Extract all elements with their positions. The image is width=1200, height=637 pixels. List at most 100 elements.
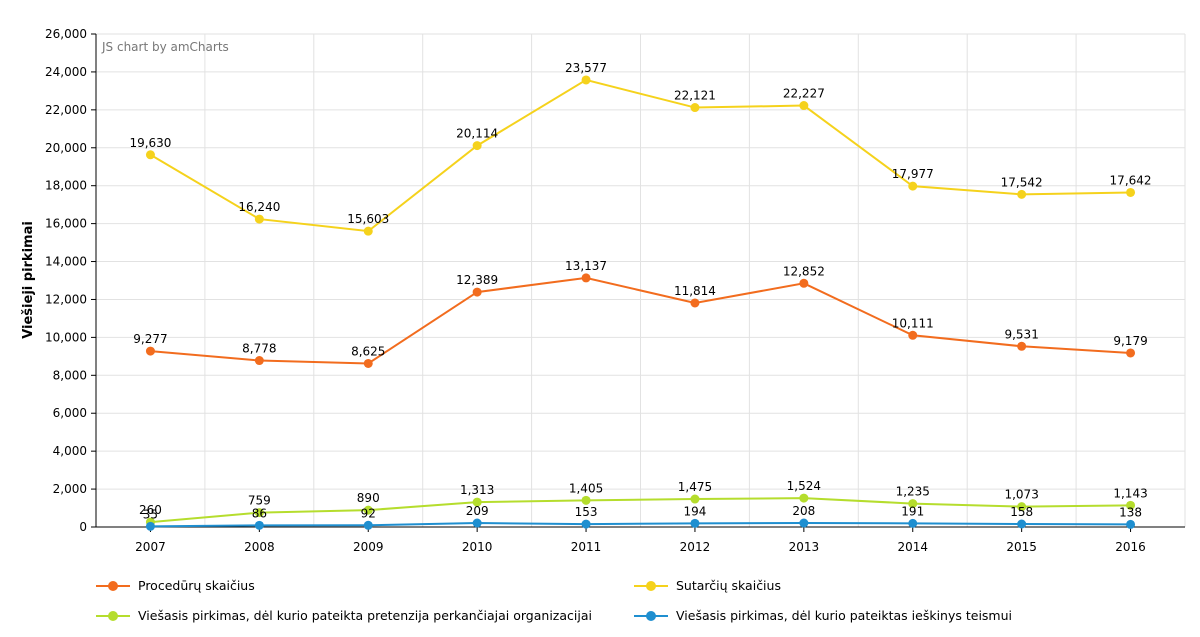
data-label: 158	[1010, 505, 1033, 519]
data-label: 890	[357, 491, 380, 505]
data-point[interactable]	[908, 330, 918, 340]
data-point[interactable]	[363, 505, 373, 515]
data-point[interactable]	[145, 521, 155, 531]
y-tick-label: 16,000	[45, 217, 87, 231]
legend-item-4[interactable]: Viešasis pirkimas, dėl kurio pateiktas i…	[634, 608, 1012, 623]
data-label: 35	[143, 507, 158, 521]
x-tick-label: 2014	[897, 540, 928, 554]
data-point[interactable]	[690, 298, 700, 308]
data-point[interactable]	[690, 103, 700, 113]
data-point[interactable]	[472, 497, 482, 507]
data-point[interactable]	[908, 518, 918, 528]
data-point[interactable]	[363, 520, 373, 530]
y-tick-label: 24,000	[45, 65, 87, 79]
x-tick-label: 2011	[571, 540, 602, 554]
y-axis-ticks: 0 2,000 4,000 6,000 8,000 10,000 12,000 14,000 1…	[45, 27, 96, 534]
data-point[interactable]	[472, 141, 482, 151]
legend-label: Sutarčių skaičius	[676, 578, 781, 593]
y-tick-label: 18,000	[45, 179, 87, 193]
data-point[interactable]	[581, 495, 591, 505]
data-point[interactable]	[1126, 519, 1136, 529]
data-point[interactable]	[472, 287, 482, 297]
data-point[interactable]	[690, 518, 700, 528]
data-label: 9,277	[133, 332, 167, 346]
data-label: 1,073	[1004, 488, 1038, 502]
series-3[interactable]: 260 759 890 1,313 1,405 1,475 1,524 1,235 1,073 1…	[139, 479, 1148, 527]
legend-item-2[interactable]: Sutarčių skaičius	[634, 578, 781, 593]
data-point[interactable]	[1017, 189, 1027, 199]
data-point[interactable]	[799, 518, 809, 528]
y-tick-label: 10,000	[45, 330, 87, 344]
legend-marker-icon	[634, 610, 668, 622]
data-label: 22,121	[674, 89, 716, 103]
data-point[interactable]	[581, 75, 591, 85]
grid	[96, 33, 1186, 527]
data-label: 92	[361, 506, 376, 520]
data-point[interactable]	[1017, 341, 1027, 351]
data-point[interactable]	[145, 346, 155, 356]
y-tick-label: 4,000	[53, 444, 87, 458]
data-point[interactable]	[799, 278, 809, 288]
y-tick-label: 20,000	[45, 141, 87, 155]
legend-label: Procedūrų skaičius	[138, 578, 255, 593]
data-label: 11,814	[674, 284, 716, 298]
y-tick-label: 6,000	[53, 406, 87, 420]
data-point[interactable]	[690, 494, 700, 504]
data-point[interactable]	[908, 181, 918, 191]
data-point[interactable]	[1017, 502, 1027, 512]
data-point[interactable]	[254, 508, 264, 518]
data-point[interactable]	[363, 358, 373, 368]
data-point[interactable]	[581, 273, 591, 283]
series-1[interactable]: 9,277 8,778 8,625 12,389 13,137 11,814 12,852 1…	[133, 259, 1148, 368]
x-tick-label: 2012	[680, 540, 711, 554]
data-point[interactable]	[145, 150, 155, 160]
data-point[interactable]	[1126, 348, 1136, 358]
chart-credit[interactable]: JS chart by amCharts	[101, 40, 229, 54]
line-chart: 0 2,000 4,000 6,000 8,000 10,000 12,000 14,000 1…	[21, 27, 1186, 554]
data-label: 759	[248, 494, 271, 508]
axes	[95, 34, 1185, 528]
y-tick-label: 2,000	[53, 482, 87, 496]
data-label: 1,143	[1113, 486, 1147, 500]
data-label: 208	[792, 504, 815, 518]
data-point[interactable]	[472, 518, 482, 528]
legend: Procedūrų skaičius Sutarčių skaičius Vieša…	[96, 574, 1176, 630]
y-axis-label: Viešieji pirkimai	[21, 221, 36, 339]
data-point[interactable]	[908, 499, 918, 509]
data-point[interactable]	[799, 493, 809, 503]
data-label: 15,603	[347, 212, 389, 226]
data-label: 1,475	[678, 480, 712, 494]
legend-label: Viešasis pirkimas, dėl kurio pateikta pr…	[138, 608, 592, 623]
series-2[interactable]: 19,630 16,240 15,603 20,114 23,577 22,121 22,2…	[129, 61, 1152, 236]
data-point[interactable]	[363, 226, 373, 236]
data-point[interactable]	[254, 214, 264, 224]
data-point[interactable]	[799, 101, 809, 111]
y-tick-label: 12,000	[45, 292, 87, 306]
data-point[interactable]	[581, 519, 591, 529]
x-tick-label: 2013	[789, 540, 820, 554]
data-label: 12,852	[783, 264, 825, 278]
data-label: 12,389	[456, 273, 498, 287]
data-label: 260	[139, 503, 162, 517]
data-label: 22,227	[783, 87, 825, 101]
data-label: 1,405	[569, 481, 603, 495]
data-point[interactable]	[254, 356, 264, 366]
legend-item-3[interactable]: Viešasis pirkimas, dėl kurio pateikta pr…	[96, 608, 592, 623]
y-tick-label: 26,000	[45, 27, 87, 41]
y-tick-label: 22,000	[45, 103, 87, 117]
data-label: 17,642	[1110, 173, 1152, 187]
data-label: 1,524	[787, 479, 821, 493]
data-point[interactable]	[254, 520, 264, 530]
legend-item-1[interactable]: Procedūrų skaičius	[96, 578, 255, 593]
data-point[interactable]	[1017, 519, 1027, 529]
legend-label: Viešasis pirkimas, dėl kurio pateiktas i…	[676, 608, 1013, 623]
x-tick-label: 2009	[353, 540, 384, 554]
y-tick-label: 0	[79, 520, 87, 534]
series-4[interactable]: 35 86 92 209 153 194 208 191 158 138	[143, 504, 1142, 531]
data-label: 209	[466, 504, 489, 518]
x-tick-label: 2007	[135, 540, 166, 554]
data-label: 191	[901, 504, 924, 518]
data-point[interactable]	[1126, 500, 1136, 510]
data-label: 8,778	[242, 342, 276, 356]
data-point[interactable]	[1126, 187, 1136, 197]
